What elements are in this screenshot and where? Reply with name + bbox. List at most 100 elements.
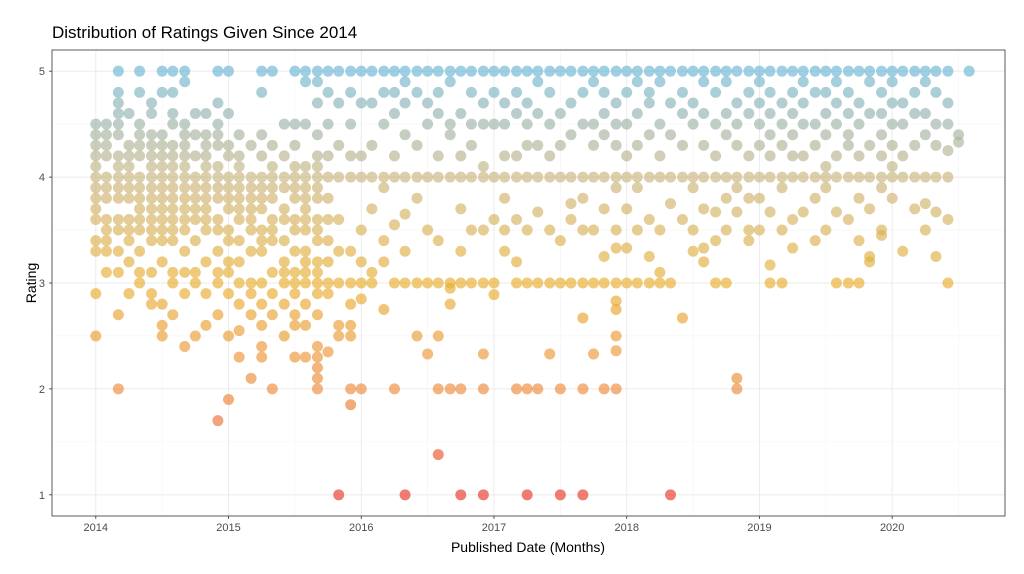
data-point (311, 372, 323, 384)
data-point (532, 76, 544, 88)
data-point (665, 97, 677, 109)
data-point (112, 266, 124, 278)
data-point (223, 235, 235, 247)
data-point (444, 76, 456, 88)
data-point (621, 203, 633, 215)
data-point (665, 129, 677, 141)
data-point (687, 182, 699, 194)
data-point (399, 97, 411, 109)
data-point (266, 288, 278, 300)
data-point (179, 65, 191, 77)
data-point (654, 118, 666, 130)
data-point (830, 171, 842, 183)
data-point (444, 65, 456, 77)
data-point (554, 65, 566, 77)
data-point (200, 139, 212, 151)
data-point (233, 256, 245, 268)
data-point (245, 171, 257, 183)
data-point (444, 129, 456, 141)
data-point (610, 139, 622, 151)
data-point (123, 150, 135, 162)
data-point (223, 171, 235, 183)
data-point (90, 139, 102, 151)
data-point (942, 65, 954, 77)
data-point (212, 129, 224, 141)
data-point (345, 171, 357, 183)
data-point (378, 171, 390, 183)
data-point (189, 203, 201, 215)
data-point (643, 277, 655, 289)
data-point (134, 171, 146, 183)
data-point (300, 245, 312, 257)
data-point (388, 108, 400, 120)
data-point (687, 118, 699, 130)
data-point (146, 203, 158, 215)
data-point (776, 97, 788, 109)
data-point (300, 351, 312, 363)
data-point (809, 118, 821, 130)
data-point (134, 213, 146, 225)
data-point (300, 213, 312, 225)
data-point (112, 150, 124, 162)
data-point (797, 65, 809, 77)
data-point (588, 65, 600, 77)
data-point (311, 383, 323, 395)
data-point (399, 489, 411, 501)
data-point (643, 97, 655, 109)
data-point (167, 161, 179, 172)
data-point (300, 319, 312, 331)
x-tick-label: 2016 (349, 522, 373, 534)
data-point (511, 256, 523, 268)
data-point (189, 266, 201, 278)
data-point (731, 171, 743, 183)
data-point (897, 171, 909, 183)
data-point (919, 65, 931, 77)
data-point (598, 251, 610, 263)
data-point (90, 171, 102, 183)
data-point (245, 182, 257, 194)
data-point (544, 150, 556, 162)
data-point (123, 256, 135, 268)
data-point (278, 118, 290, 130)
data-point (311, 341, 323, 353)
data-point (422, 277, 434, 289)
data-point (665, 277, 677, 289)
data-point (544, 224, 556, 236)
data-point (322, 288, 334, 300)
data-point (432, 65, 444, 77)
data-point (223, 394, 235, 405)
data-point (942, 118, 954, 130)
data-point (311, 266, 323, 278)
data-point (146, 235, 158, 247)
data-point (532, 139, 544, 151)
data-point (842, 277, 854, 289)
data-point (256, 351, 268, 363)
data-point (266, 192, 278, 204)
data-point (134, 182, 146, 194)
data-point (399, 76, 411, 88)
data-point (544, 277, 556, 289)
data-point (156, 182, 168, 194)
data-point (256, 224, 268, 236)
data-point (200, 150, 212, 162)
data-point (167, 65, 179, 77)
data-point (598, 108, 610, 120)
data-point (444, 118, 456, 130)
data-point (610, 295, 622, 307)
data-point (112, 86, 124, 98)
data-point (167, 139, 179, 151)
data-point (886, 192, 898, 204)
data-point (134, 129, 146, 141)
data-point (146, 97, 158, 109)
data-point (665, 171, 677, 183)
data-point (311, 97, 323, 109)
data-point (731, 372, 743, 384)
data-point (886, 97, 898, 109)
data-point (256, 65, 268, 77)
data-point (112, 129, 124, 141)
data-point (610, 65, 622, 77)
data-point (963, 65, 975, 77)
data-point (100, 192, 112, 204)
data-point (289, 118, 301, 130)
data-point (521, 277, 533, 289)
